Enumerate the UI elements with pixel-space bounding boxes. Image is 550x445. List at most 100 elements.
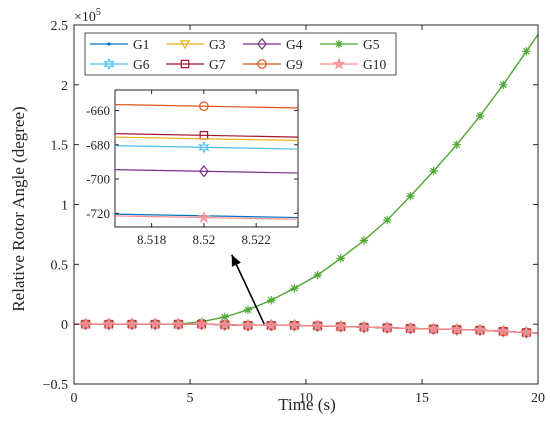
data-point-g10 [125, 317, 139, 330]
data-point-g6 [427, 322, 440, 336]
data-point-g5 [429, 166, 438, 176]
legend-label-g6: G6 [133, 57, 150, 72]
y-tick-label: 1 [61, 199, 68, 214]
data-point-g10 [403, 321, 417, 334]
inset-x-tick-label: 8.518 [137, 232, 166, 247]
data-point-g10 [311, 319, 325, 332]
zoom-arrow-line [231, 254, 265, 325]
data-point-g5 [243, 305, 253, 315]
y-tick-label: −0.5 [43, 378, 68, 393]
inset-y-tick-label: -680 [86, 137, 110, 152]
x-axis-label: Time (s) [278, 395, 335, 414]
x-tick-label: 0 [71, 391, 78, 406]
data-point-g10 [450, 322, 464, 336]
inset-line-g4 [114, 169, 299, 174]
legend-marker-g3 [179, 40, 191, 50]
x-tick-label: 10 [299, 391, 313, 406]
legend-label-g9: G9 [286, 57, 303, 72]
data-point-g10 [473, 323, 487, 336]
legend-marker-g1 [107, 42, 111, 46]
legend-item-g9: G9 [243, 57, 303, 72]
y-axis-label: Relative Rotor Angle (degree) [9, 106, 28, 311]
data-point-g6 [103, 317, 115, 331]
data-point-g6 [126, 317, 138, 331]
legend-item-g4: G4 [243, 37, 303, 52]
legend-marker-g7 [180, 59, 190, 69]
data-point-g5 [499, 80, 508, 90]
x-tick-label: 20 [531, 391, 545, 406]
legend-marker-g10 [332, 57, 346, 70]
inset-marker-g10 [197, 210, 211, 224]
data-point-g6 [195, 317, 208, 331]
data-point-g5 [359, 236, 369, 245]
x-tick-label: 15 [415, 391, 429, 406]
inset-y-tick-label: -720 [86, 206, 110, 221]
series-markers-g10 [79, 317, 533, 339]
data-point-g10 [519, 325, 533, 339]
legend-label-g5: G5 [363, 37, 380, 52]
y-exponent-base: ×10 [74, 10, 96, 25]
data-point-g5 [522, 47, 531, 56]
data-point-g5 [267, 296, 276, 305]
data-point-g10 [102, 317, 116, 330]
data-point-g6 [335, 320, 347, 334]
inset-line-g9 [114, 103, 299, 109]
data-point-g5 [475, 111, 485, 121]
data-point-g6 [79, 317, 92, 331]
data-point-g10 [195, 317, 209, 330]
data-point-g6 [265, 318, 277, 332]
data-point-g5 [406, 191, 415, 201]
data-point-g6 [474, 323, 486, 337]
data-point-g6 [149, 317, 161, 331]
inset-frame [114, 89, 299, 228]
inset-marker-g6 [198, 140, 210, 154]
x-tick-label: 5 [187, 391, 194, 406]
data-point-g6 [404, 321, 417, 335]
zoom-arrow-head [231, 254, 241, 267]
y-exponent-power: 5 [96, 7, 101, 18]
inset-x-tick-label: 8.522 [242, 232, 271, 247]
data-point-g6 [381, 321, 393, 335]
legend-marker-g6 [103, 57, 115, 71]
data-point-g10 [380, 320, 394, 334]
data-point-g5 [452, 140, 461, 149]
data-point-g6 [219, 318, 231, 332]
data-point-g5 [313, 270, 322, 280]
data-point-g5 [336, 254, 345, 263]
legend-item-g7: G7 [166, 57, 226, 72]
data-point-g5 [290, 284, 299, 293]
data-point-g10 [496, 324, 510, 337]
legend-label-g10: G10 [363, 57, 386, 72]
y-exponent-label: ×105 [74, 7, 101, 25]
legend-item-g1: G1 [90, 37, 150, 52]
data-point-g6 [497, 324, 509, 338]
data-point-g6 [451, 323, 463, 337]
inset-y-tick-label: -700 [86, 172, 110, 187]
data-point-g5 [383, 215, 392, 225]
inset-x-tick-label: 8.52 [193, 232, 216, 247]
data-point-g10 [171, 317, 185, 330]
series-line-g10 [74, 323, 539, 334]
y-tick-label: 2.5 [51, 19, 69, 34]
data-point-g10 [427, 322, 441, 335]
data-point-g6 [172, 317, 185, 331]
legend-label-g4: G4 [286, 37, 303, 52]
inset-y-tick-label: -660 [86, 103, 110, 118]
y-tick-label: 1.5 [51, 139, 69, 154]
data-point-g10 [287, 318, 301, 331]
inset-line-g3 [114, 136, 299, 142]
legend-item-g5: G5 [320, 37, 380, 52]
legend-item-g3: G3 [166, 37, 226, 52]
data-point-g6 [288, 318, 301, 332]
y-tick-label: 0 [61, 318, 68, 333]
data-point-g10 [79, 317, 93, 330]
data-point-g10 [334, 319, 348, 333]
data-point-g10 [241, 318, 255, 331]
legend-item-g6: G6 [90, 57, 150, 72]
data-point-g6 [358, 320, 370, 334]
legend-label-g7: G7 [209, 57, 226, 72]
legend-marker-g4 [257, 37, 267, 51]
y-tick-label: 2 [61, 79, 68, 94]
inset-line-g7 [114, 133, 299, 138]
legend-label-g1: G1 [133, 37, 150, 52]
